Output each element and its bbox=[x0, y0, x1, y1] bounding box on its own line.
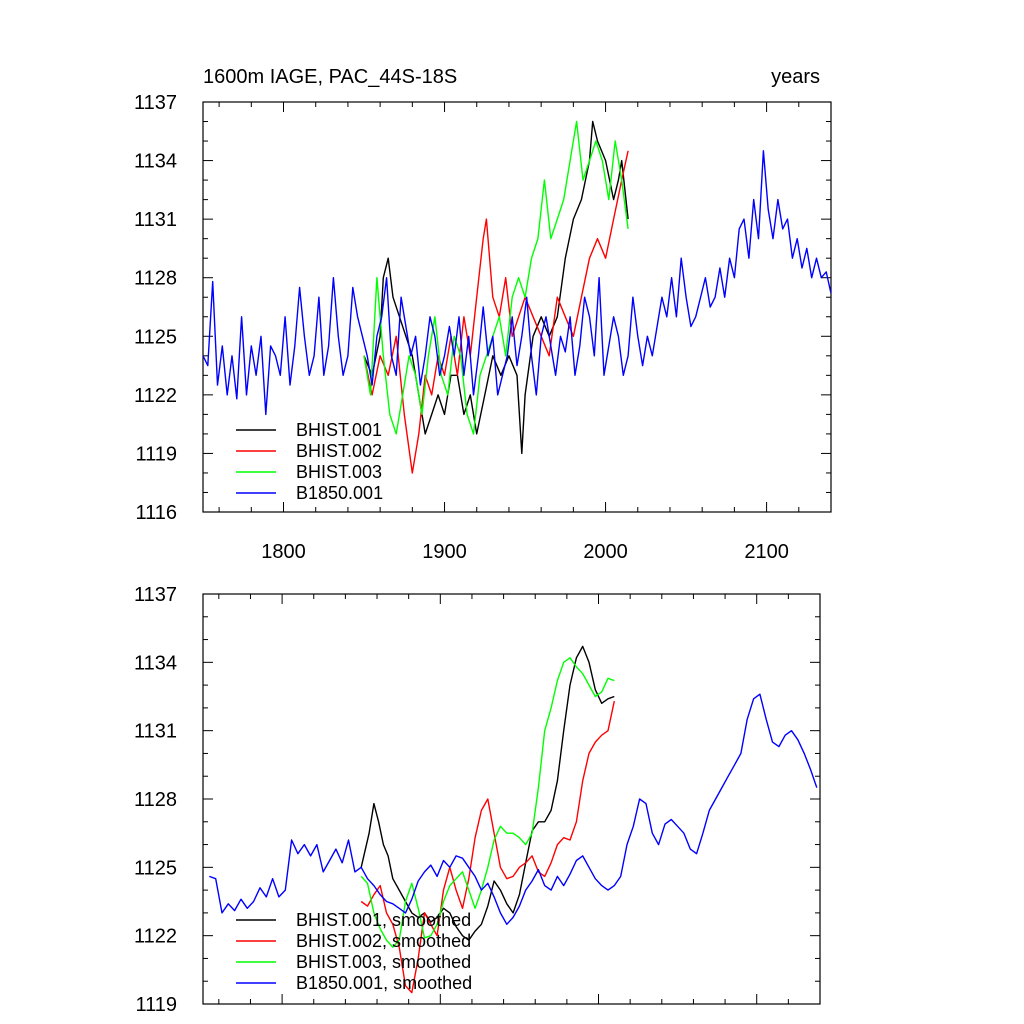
series-line bbox=[203, 150, 831, 416]
x-tick-label: 2100 bbox=[744, 541, 789, 563]
y-tick-label: 1134 bbox=[134, 652, 177, 674]
series-line bbox=[209, 693, 818, 925]
y-tick-label: 1128 bbox=[134, 789, 177, 811]
series-line bbox=[360, 645, 615, 941]
series-line bbox=[363, 120, 629, 455]
legend-label: BHIST.001 bbox=[296, 420, 382, 440]
x-tick-label: 1800 bbox=[261, 541, 306, 563]
y-tick-label: 1131 bbox=[134, 721, 177, 743]
y-tick-label: 1125 bbox=[134, 326, 177, 348]
legend-label: BHIST.003, smoothed bbox=[296, 952, 471, 972]
y-tick-label: 1122 bbox=[134, 926, 177, 948]
series-line bbox=[363, 150, 629, 474]
chart-title: 1600m IAGE, PAC_44S-18S bbox=[203, 66, 457, 88]
y-tick-label: 1119 bbox=[135, 443, 177, 465]
top-panel: 1116 1119 1122 1125 1128 1131 1134 1137 1800 1900… bbox=[134, 92, 832, 563]
y-tick-label: 1116 bbox=[135, 502, 177, 524]
x-tick-label: 2000 bbox=[583, 541, 628, 563]
y-tick-label: 1122 bbox=[134, 385, 177, 407]
y-tick-label: 1131 bbox=[134, 209, 177, 231]
series-line bbox=[360, 700, 615, 994]
y-tick-label: 1134 bbox=[134, 151, 177, 173]
bottom-panel: 1119 1122 1125 1128 1131 1134 1137 BHIST.001, s… bbox=[134, 584, 821, 1016]
x-tick-label: 1900 bbox=[422, 541, 467, 563]
series-line bbox=[363, 120, 629, 435]
y-tick-label: 1119 bbox=[135, 994, 177, 1016]
y-tick-label: 1128 bbox=[134, 268, 177, 290]
plot-frame bbox=[202, 101, 832, 513]
legend-label: B1850.001, smoothed bbox=[296, 973, 472, 993]
y-tick-label: 1125 bbox=[134, 857, 177, 879]
legend-label: B1850.001 bbox=[296, 483, 383, 503]
series-line bbox=[360, 657, 615, 948]
y-tick-label: 1137 bbox=[134, 92, 177, 114]
legend-label: BHIST.002 bbox=[296, 441, 382, 461]
chart-units-label: years bbox=[771, 66, 820, 88]
y-tick-label: 1137 bbox=[134, 584, 177, 606]
legend-label: BHIST.001, smoothed bbox=[296, 910, 471, 930]
legend-label: BHIST.003 bbox=[296, 462, 382, 482]
legend-label: BHIST.002, smoothed bbox=[296, 931, 471, 951]
